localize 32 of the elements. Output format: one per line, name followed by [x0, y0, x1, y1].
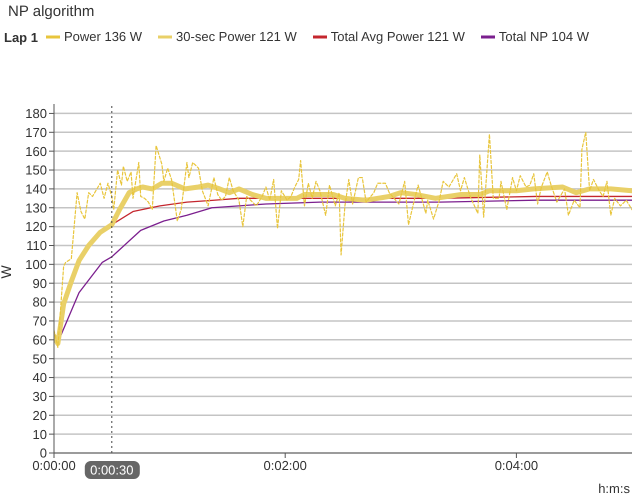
y-tick-label: 160: [25, 144, 47, 159]
y-axis-title: W: [0, 264, 14, 278]
y-tick-label: 40: [32, 370, 47, 386]
y-tick-label: 130: [25, 200, 47, 216]
ref-line-label: 0:00:30: [90, 462, 134, 478]
y-tick-label: 0: [40, 446, 47, 461]
y-tick-label: 30: [32, 389, 47, 404]
x-tick-label: 0:04:00: [494, 458, 538, 474]
y-tick-label: 20: [32, 408, 47, 423]
y-tick-label: 120: [25, 219, 47, 234]
line-series: [54, 132, 632, 348]
y-tick-label: 100: [25, 256, 47, 272]
y-tick-label: 180: [25, 106, 47, 122]
y-tick-label: 150: [25, 162, 47, 178]
y-tick-label: 140: [25, 182, 47, 197]
legend-label: 30-sec Power 121 W: [176, 28, 297, 46]
y-tick-label: 170: [25, 124, 47, 140]
y-tick-label: 60: [32, 332, 47, 348]
legend-label: Total NP 104 W: [498, 28, 589, 46]
y-tick-label: 70: [32, 314, 47, 329]
x-tick-label: 0:00:00: [32, 458, 76, 474]
legend-label: Total Avg Power 121 W: [330, 28, 465, 46]
y-tick-label: 110: [26, 238, 47, 254]
legend-title: Lap 1: [4, 30, 39, 44]
y-tick-label: 10: [32, 426, 47, 442]
y-tick-label: 80: [32, 294, 47, 310]
chart-title: NP algorithm: [8, 3, 94, 20]
legend-label: Power 136 W: [64, 28, 142, 46]
x-tick-label: 0:02:00: [264, 458, 307, 474]
y-tick-label: 90: [32, 276, 47, 291]
x-axis-title: h:m:s: [598, 481, 630, 496]
y-tick-label: 50: [32, 351, 47, 366]
